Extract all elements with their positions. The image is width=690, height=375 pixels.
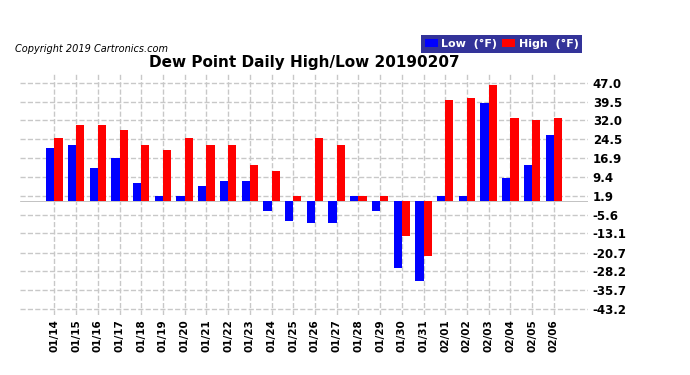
Legend: Low  (°F), High  (°F): Low (°F), High (°F): [421, 34, 582, 53]
Bar: [98, 125, 106, 201]
Bar: [250, 165, 258, 201]
Text: Copyright 2019 Cartronics.com: Copyright 2019 Cartronics.com: [14, 44, 168, 54]
Bar: [489, 85, 497, 201]
Bar: [380, 196, 388, 201]
Bar: [241, 180, 250, 201]
Bar: [554, 118, 562, 201]
Bar: [264, 201, 272, 211]
Bar: [163, 150, 171, 201]
Bar: [328, 201, 337, 223]
Bar: [315, 138, 323, 201]
Bar: [358, 196, 366, 201]
Bar: [459, 196, 467, 201]
Bar: [228, 146, 237, 201]
Bar: [198, 186, 206, 201]
Bar: [467, 98, 475, 201]
Bar: [350, 196, 358, 201]
Bar: [511, 118, 519, 201]
Bar: [272, 171, 279, 201]
Bar: [185, 138, 193, 201]
Bar: [285, 201, 293, 220]
Bar: [133, 183, 141, 201]
Bar: [76, 125, 84, 201]
Bar: [532, 120, 540, 201]
Title: Dew Point Daily High/Low 20190207: Dew Point Daily High/Low 20190207: [149, 55, 460, 70]
Bar: [415, 201, 424, 281]
Bar: [546, 135, 554, 201]
Bar: [502, 178, 511, 201]
Bar: [337, 146, 345, 201]
Bar: [46, 148, 55, 201]
Bar: [55, 138, 63, 201]
Bar: [111, 158, 119, 201]
Bar: [437, 196, 445, 201]
Bar: [68, 146, 76, 201]
Bar: [220, 180, 228, 201]
Bar: [177, 196, 185, 201]
Bar: [306, 201, 315, 223]
Bar: [155, 196, 163, 201]
Bar: [480, 103, 489, 201]
Bar: [141, 146, 150, 201]
Bar: [424, 201, 432, 256]
Bar: [402, 201, 410, 236]
Bar: [293, 196, 302, 201]
Bar: [90, 168, 98, 201]
Bar: [524, 165, 532, 201]
Bar: [206, 146, 215, 201]
Bar: [119, 130, 128, 201]
Bar: [445, 100, 453, 201]
Bar: [393, 201, 402, 268]
Bar: [372, 201, 380, 211]
